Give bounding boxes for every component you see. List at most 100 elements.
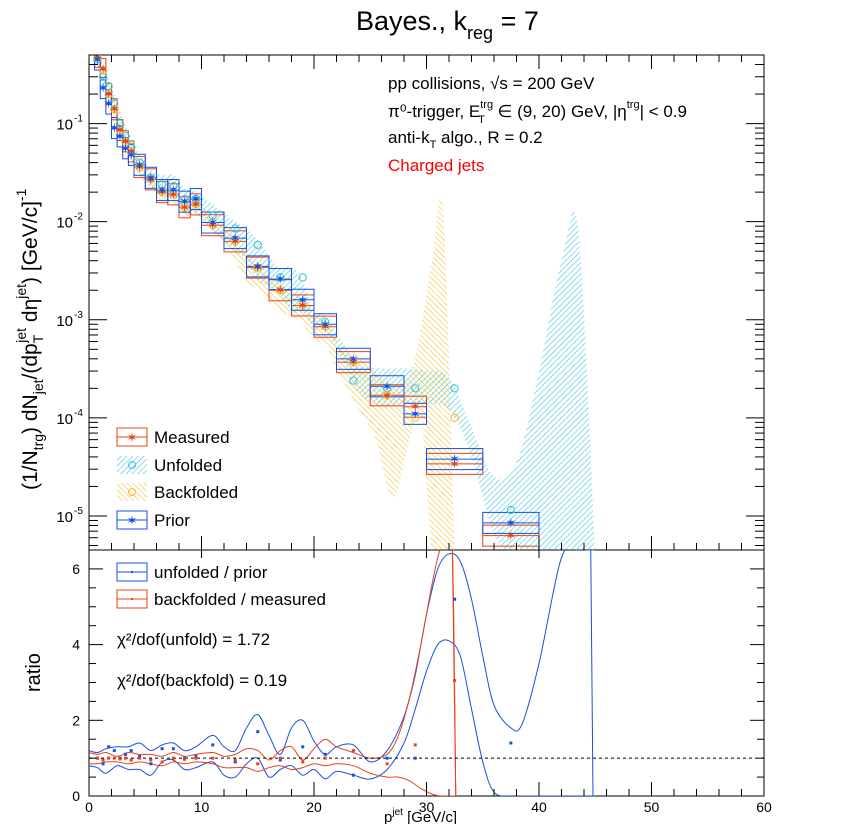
ratio-point <box>453 597 457 601</box>
ratio-point <box>149 762 153 766</box>
ratio-point <box>256 762 260 766</box>
lower-y-tick-label: 4 <box>72 637 80 653</box>
legend-item-unfolded-prior: unfolded / prior <box>116 562 268 582</box>
point-measured: ✶ <box>114 122 125 137</box>
point-prior: ✶ <box>134 157 145 172</box>
band-unfolded <box>97 55 596 550</box>
point-prior: ✶ <box>179 194 190 209</box>
point-backfolded <box>382 391 392 400</box>
point-backfolded <box>98 66 108 75</box>
lower-y-tick-label: 2 <box>72 712 80 728</box>
upper-y-tick-exponent: -1 <box>74 114 83 125</box>
point-unfolded <box>276 273 285 282</box>
point-backfolded <box>180 203 189 212</box>
ratio-point <box>453 679 457 683</box>
legend-item-unfolded: Unfolded <box>117 456 222 475</box>
ratio-point <box>413 756 417 760</box>
point-prior: ✶ <box>126 147 137 162</box>
point-backfolded <box>191 200 201 209</box>
ratio-point <box>385 756 389 760</box>
ratio-point <box>124 752 128 756</box>
point-backfolded <box>104 89 113 99</box>
ratio-point <box>301 760 305 764</box>
ratio-point <box>101 758 105 762</box>
point-prior: ✶ <box>103 96 114 111</box>
svg-text:✶: ✶ <box>127 430 138 445</box>
ratio-point <box>183 757 187 761</box>
ratio-point <box>112 756 116 760</box>
upper-y-tick-label: 10 <box>56 313 73 330</box>
point-backfolded <box>135 162 144 172</box>
point-unfolded <box>349 376 358 385</box>
annotation-algorithm: anti-kT algo., R = 0.2 <box>388 128 543 151</box>
lower-y-axis-label: ratio <box>23 653 45 692</box>
point-prior: ✶ <box>505 515 516 530</box>
point-prior: ✶ <box>145 170 156 185</box>
ratio-point <box>351 749 355 753</box>
point-backfolded <box>127 147 136 156</box>
ratio-point <box>323 752 327 756</box>
point-unfolded <box>169 182 178 191</box>
upper-y-tick-exponent: -5 <box>74 506 83 517</box>
ratio-point <box>233 758 237 762</box>
point-prior: ✶ <box>168 183 179 198</box>
svg-text:Prior: Prior <box>154 511 190 530</box>
point-measured: ✶ <box>505 528 516 543</box>
chart-title: Bayes., kreg = 7 <box>356 6 539 43</box>
point-backfolded <box>110 105 119 114</box>
chi2-unfold: χ²/dof(unfold) = 1.72 <box>117 630 270 649</box>
ratio-point <box>138 754 142 758</box>
upper-y-tick-label: 10 <box>56 215 73 232</box>
ratio-point <box>233 760 237 764</box>
point-unfolded <box>321 317 330 327</box>
point-measured: ✶ <box>449 456 460 471</box>
point-unfolded <box>208 211 217 220</box>
point-unfolded <box>157 180 167 189</box>
point-backfolded <box>169 190 178 199</box>
ratio-point <box>95 756 99 760</box>
point-measured: ✶ <box>320 319 331 334</box>
ratio-band-edge <box>451 550 457 796</box>
point-measured: ✶ <box>230 234 241 249</box>
legend-item-measured: ✶ Measured <box>116 427 230 447</box>
point-backfolded <box>93 55 102 62</box>
point-backfolded <box>253 263 262 272</box>
point-unfolded <box>191 194 201 204</box>
ratio-band-lower <box>89 639 596 796</box>
x-tick-label: 0 <box>85 799 93 815</box>
annotation-collisions: pp collisions, √s = 200 GeV <box>388 74 595 93</box>
point-prior: ✶ <box>320 317 331 332</box>
x-tick-label: 60 <box>756 799 772 815</box>
ratio-point <box>171 747 175 751</box>
svg-text:Backfolded: Backfolded <box>154 483 238 502</box>
upper-legend: ✶ Measured Unfolded Backfolded ✶ Prior <box>116 427 238 530</box>
point-measured: ✶ <box>190 197 201 212</box>
title-main: Bayes., k <box>356 6 468 36</box>
point-measured: ✶ <box>382 388 393 403</box>
ratio-point <box>124 756 128 760</box>
point-backfolded <box>115 126 125 135</box>
point-measured: ✶ <box>126 144 137 159</box>
point-prior: ✶ <box>275 272 286 287</box>
point-measured: ✶ <box>168 187 179 202</box>
point-measured: ✶ <box>92 49 103 64</box>
ratio-point <box>194 754 198 758</box>
point-unfolded <box>121 131 130 140</box>
point-unfolded <box>135 158 144 167</box>
point-measured: ✶ <box>145 172 156 187</box>
point-measured: ✶ <box>207 218 218 233</box>
point-prior: ✶ <box>157 183 168 198</box>
ratio-point <box>211 756 215 760</box>
point-prior: ✶ <box>207 215 218 230</box>
ratio-point <box>278 758 282 762</box>
point-unfolded <box>98 72 108 81</box>
title-tail: = 7 <box>493 6 539 36</box>
upper-y-tick-label: 10 <box>56 411 73 428</box>
ratio-point <box>107 745 111 749</box>
x-axis-label: pjet [GeV/c] <box>384 807 457 824</box>
point-unfolded <box>104 82 113 91</box>
svg-text:Measured: Measured <box>154 428 230 447</box>
ratio-band-upper <box>89 550 457 796</box>
ratio-band-lower <box>89 761 456 796</box>
